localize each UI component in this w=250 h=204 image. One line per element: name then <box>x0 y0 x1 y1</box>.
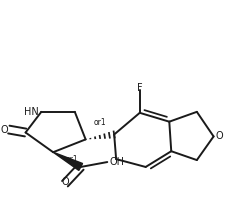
Polygon shape <box>53 152 82 170</box>
Text: O: O <box>0 125 8 135</box>
Text: HN: HN <box>24 107 38 117</box>
Text: or1: or1 <box>66 155 78 164</box>
Text: or1: or1 <box>94 118 106 127</box>
Text: O: O <box>216 131 223 141</box>
Text: OH: OH <box>109 157 124 167</box>
Text: F: F <box>137 83 142 93</box>
Text: O: O <box>61 177 69 187</box>
